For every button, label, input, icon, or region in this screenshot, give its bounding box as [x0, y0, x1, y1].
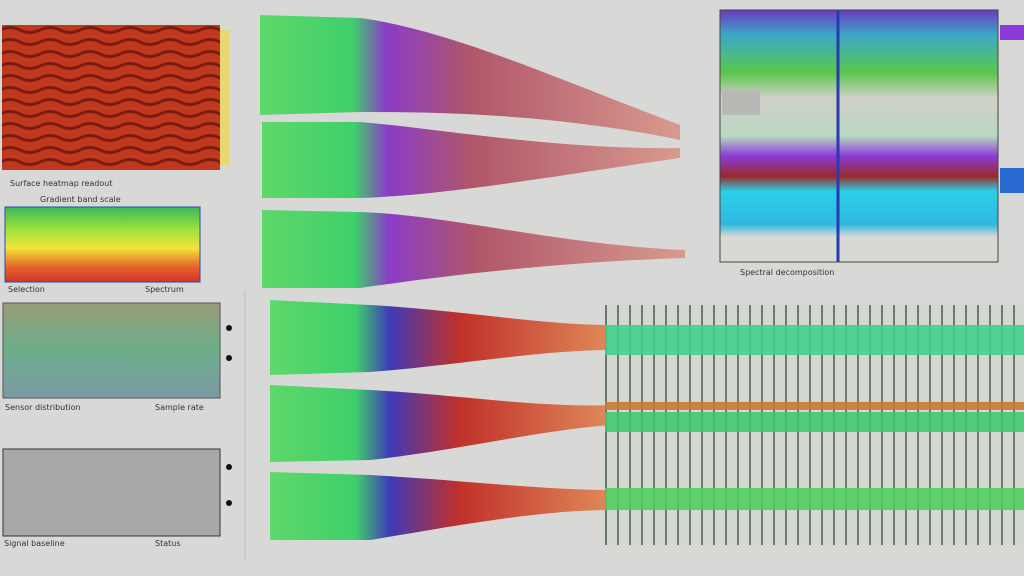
noise-panel: [2, 302, 221, 399]
heatmap: [2, 25, 220, 170]
scale-bar: [220, 30, 230, 165]
grey-panel: [2, 448, 221, 537]
panel-title: Gradient band scale: [40, 195, 121, 204]
caption: Sensor distribution: [5, 403, 81, 412]
axis-caption: Spectral decomposition: [740, 268, 834, 277]
caption: Spectrum: [145, 285, 184, 294]
caption: Sample rate: [155, 403, 204, 412]
caption: Selection: [8, 285, 45, 294]
spectrogram: [719, 9, 999, 263]
funnels: [260, 15, 685, 540]
gradient-panel: [4, 206, 201, 283]
caption: Status: [155, 539, 181, 548]
caption: Signal baseline: [4, 539, 65, 548]
caption: Surface heatmap readout: [10, 179, 112, 188]
